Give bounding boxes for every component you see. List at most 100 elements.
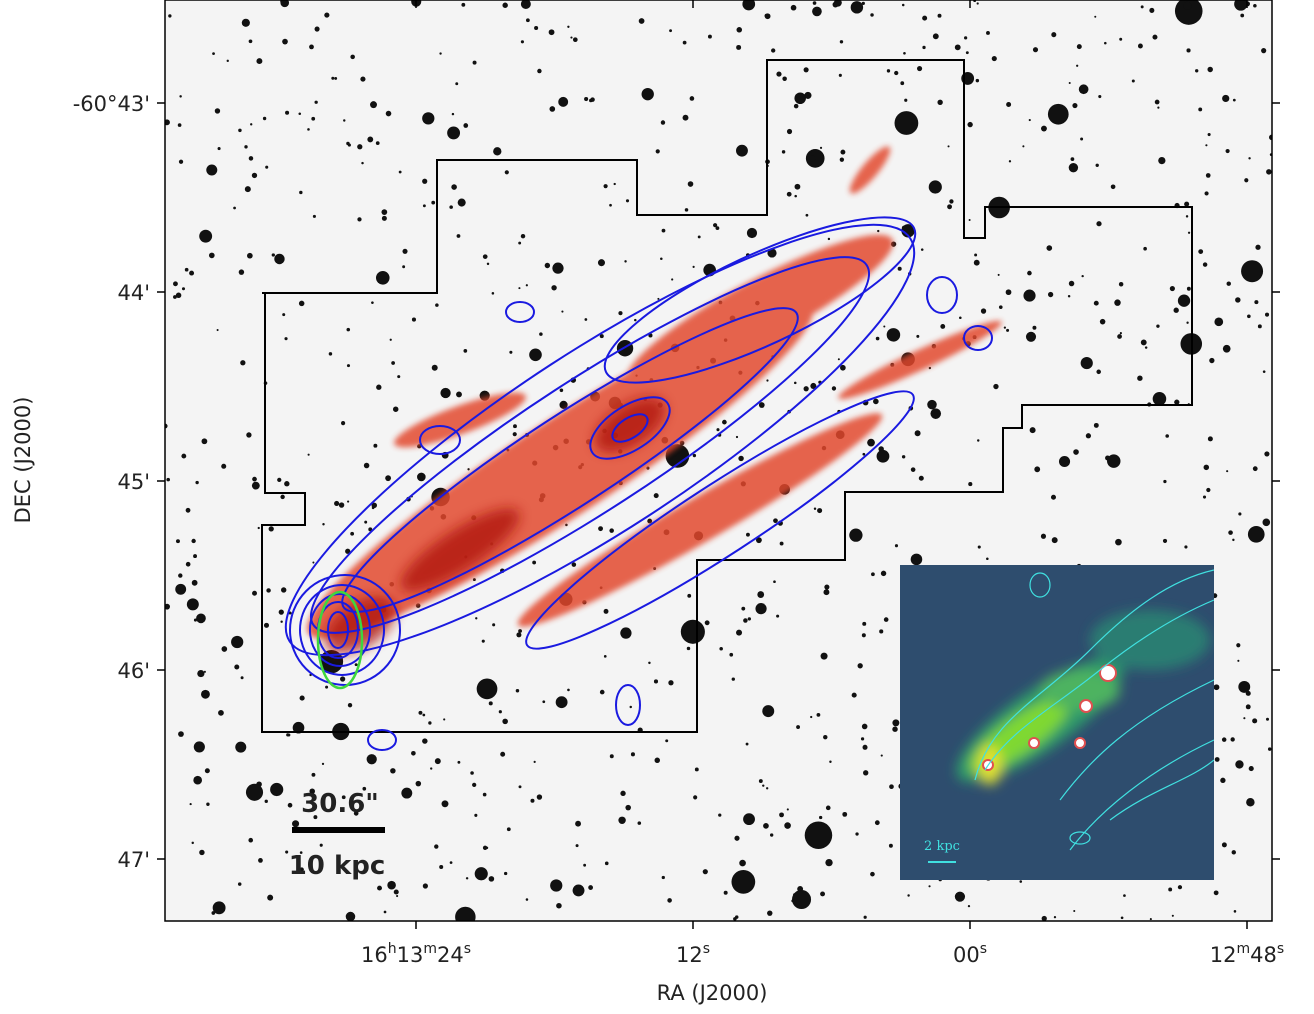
star <box>397 375 400 378</box>
star <box>218 710 224 716</box>
star <box>322 763 324 765</box>
star <box>1098 95 1101 98</box>
star <box>252 173 257 178</box>
star <box>246 784 263 801</box>
star <box>690 96 695 101</box>
star <box>376 385 381 390</box>
star <box>450 861 453 864</box>
star <box>838 358 840 360</box>
star <box>999 305 1003 309</box>
star <box>451 184 457 190</box>
star <box>605 862 609 866</box>
star <box>423 883 428 888</box>
star <box>986 31 990 35</box>
star <box>244 145 247 148</box>
star <box>1232 539 1234 541</box>
star <box>625 805 631 811</box>
star <box>411 751 416 756</box>
star <box>1206 173 1211 178</box>
star <box>817 713 821 717</box>
star <box>743 618 748 623</box>
star <box>1006 102 1011 107</box>
star <box>986 557 989 560</box>
star <box>246 432 251 437</box>
star <box>819 816 822 819</box>
star <box>1115 539 1122 546</box>
star <box>1046 245 1052 251</box>
star <box>263 117 266 120</box>
star <box>773 580 776 583</box>
star <box>638 821 642 825</box>
star <box>895 544 898 547</box>
star <box>870 13 873 16</box>
star <box>584 318 587 321</box>
star <box>782 150 785 153</box>
star <box>767 910 772 915</box>
star <box>1207 67 1212 72</box>
star <box>1255 245 1260 250</box>
star <box>876 337 880 341</box>
star <box>779 812 784 817</box>
star <box>1204 191 1208 195</box>
star <box>518 242 521 245</box>
star <box>1184 202 1189 207</box>
star <box>202 438 208 444</box>
star <box>357 144 362 149</box>
star <box>895 111 919 135</box>
inset: 2 kpc <box>900 565 1214 880</box>
star <box>863 745 868 750</box>
star <box>1081 357 1093 369</box>
star <box>765 13 771 19</box>
star <box>334 77 337 80</box>
star <box>266 588 270 592</box>
star <box>705 620 710 625</box>
star <box>483 793 487 797</box>
x-tick-label-part: 16 <box>361 943 388 967</box>
star <box>1143 247 1147 251</box>
star <box>862 622 866 626</box>
star <box>887 69 890 72</box>
star <box>565 524 568 527</box>
star <box>729 653 733 657</box>
star <box>258 527 260 529</box>
star <box>959 316 962 319</box>
star <box>794 104 799 109</box>
star <box>292 820 299 827</box>
star <box>662 229 666 233</box>
star <box>329 352 332 355</box>
star <box>820 147 822 149</box>
y-tick-label: -60°43' <box>73 92 150 116</box>
star <box>168 14 171 17</box>
star <box>179 160 183 164</box>
star <box>1119 282 1124 287</box>
star <box>948 145 950 147</box>
star <box>1231 737 1235 741</box>
star <box>873 399 879 405</box>
star <box>755 603 766 614</box>
star <box>922 16 927 21</box>
inset-scale-label: 2 kpc <box>924 839 960 854</box>
star <box>1234 910 1237 913</box>
star <box>828 238 830 240</box>
star <box>340 676 345 681</box>
star <box>430 767 432 769</box>
star <box>634 319 636 321</box>
star <box>688 181 694 187</box>
star <box>1006 329 1009 332</box>
star <box>549 106 555 112</box>
star <box>206 165 217 176</box>
star <box>384 911 387 914</box>
star <box>422 714 425 717</box>
star <box>282 313 285 316</box>
star <box>810 716 812 718</box>
star <box>416 781 422 787</box>
star <box>776 615 779 618</box>
star <box>1138 44 1143 49</box>
star <box>693 266 695 268</box>
star <box>892 726 897 731</box>
star <box>1163 480 1166 483</box>
star <box>825 859 832 866</box>
star <box>196 613 206 623</box>
star <box>881 571 886 576</box>
star <box>618 817 625 824</box>
